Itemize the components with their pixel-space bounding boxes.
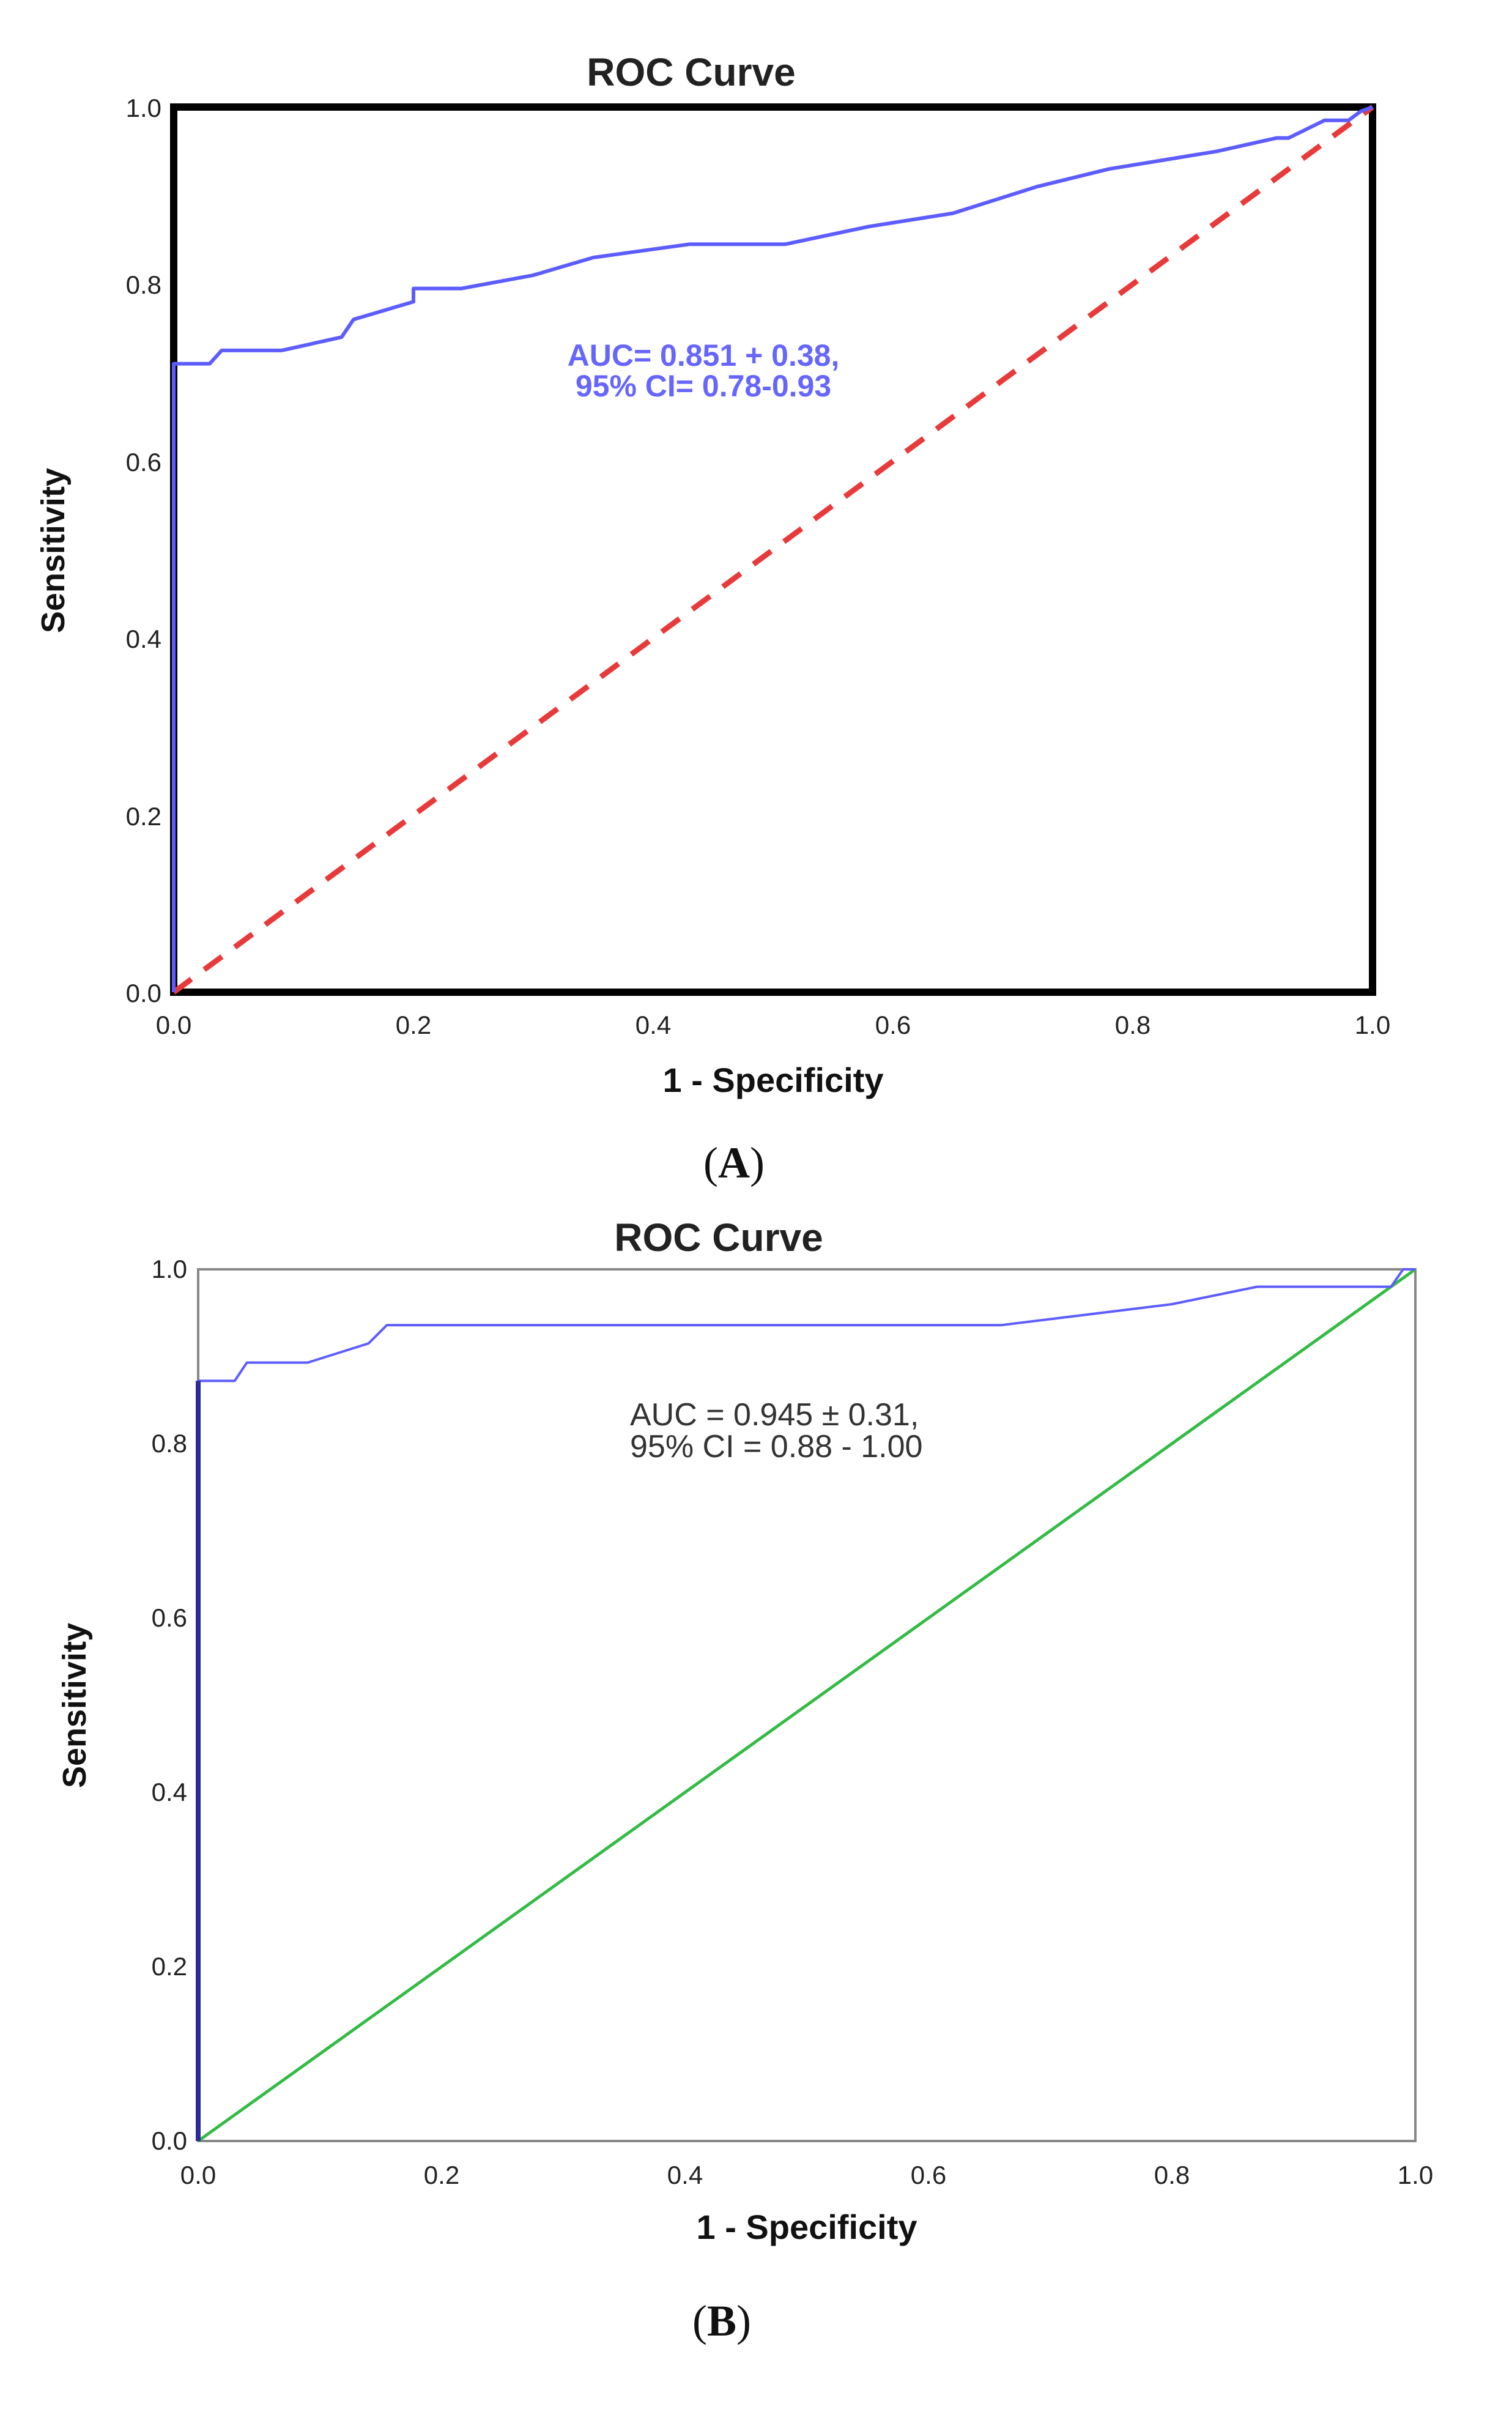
chart-a-x-axis-label: 1 - Specificity [662,1061,883,1099]
chart-a-ytick-label: 0.4 [126,625,161,653]
chart-b-y-axis-label: Sensitivity [56,1623,93,1788]
chart-a-ytick-label: 0.0 [126,979,161,1007]
chart-a-xtick-label: 0.6 [875,1011,911,1039]
chart-a-title: ROC Curve [587,50,795,94]
chart-b-xtick-label: 0.0 [180,2161,216,2189]
roc-curve-line [172,105,1374,992]
chart-a-xtick-label: 0.8 [1115,1011,1151,1039]
panel-label-b: (B) [692,2296,751,2345]
reference-diagonal-line [172,105,1374,995]
chart-a-ytick-label: 1.0 [126,94,161,122]
chart-a-y-ticks: 0.0 0.2 0.4 0.6 0.8 1.0 [126,94,161,1007]
chart-b-x-axis-label: 1 - Specificity [696,2208,917,2246]
chart-b-ytick-label: 0.0 [152,2126,187,2155]
chart-a-ytick-label: 0.6 [126,448,161,477]
chart-b-y-ticks: 0.0 0.2 0.4 0.6 0.8 1.0 [152,1255,187,2155]
chart-b-x-ticks: 0.0 0.2 0.4 0.6 0.8 1.0 [180,2161,1433,2189]
roc-curve-line [197,1268,1415,2141]
chart-b-ytick-label: 0.2 [152,1952,187,1981]
chart-b-ytick-label: 0.4 [152,1778,187,1806]
chart-b-title: ROC Curve [614,1215,823,1260]
chart-b-auc-annotation: AUC = 0.945 ± 0.31, [630,1397,919,1433]
chart-b-ytick-label: 1.0 [152,1255,187,1283]
chart-b-ytick-label: 0.8 [152,1429,187,1458]
chart-a-xtick-label: 1.0 [1355,1011,1390,1039]
chart-a-ci-annotation: 95% CI= 0.78-0.93 [576,369,831,403]
chart-a-xtick-label: 0.2 [396,1011,431,1039]
chart-a-ytick-label: 0.8 [126,270,161,299]
chart-a-ytick-label: 0.2 [126,802,161,831]
chart-a-x-ticks: 0.0 0.2 0.4 0.6 0.8 1.0 [156,1011,1390,1039]
chart-b-xtick-label: 0.6 [911,2161,946,2189]
panel-label-a: (A) [703,1138,765,1187]
chart-a-series [172,105,1374,995]
chart-b-xtick-label: 0.2 [424,2161,459,2189]
chart-a-auc-annotation: AUC= 0.851 + 0.38, [568,338,840,373]
chart-a-xtick-label: 0.0 [156,1011,191,1039]
roc-chart-a: ROC Curve 0.0 0.2 0.4 0.6 0.8 1.0 0.0 0.… [35,50,1390,1187]
chart-b-xtick-label: 0.4 [667,2161,703,2189]
chart-a-xtick-label: 0.4 [636,1011,671,1039]
chart-a-y-axis-label: Sensitivity [35,468,72,633]
chart-b-ytick-label: 0.6 [152,1603,187,1632]
chart-b-series [196,1267,1417,2143]
roc-chart-b: ROC Curve 0.0 0.2 0.4 0.6 0.8 1.0 0.0 0.… [56,1215,1433,2345]
chart-b-xtick-label: 1.0 [1398,2161,1433,2189]
reference-diagonal-line [197,1267,1417,2143]
chart-b-xtick-label: 0.8 [1154,2161,1190,2189]
chart-b-ci-annotation: 95% CI = 0.88 - 1.00 [630,1429,922,1464]
